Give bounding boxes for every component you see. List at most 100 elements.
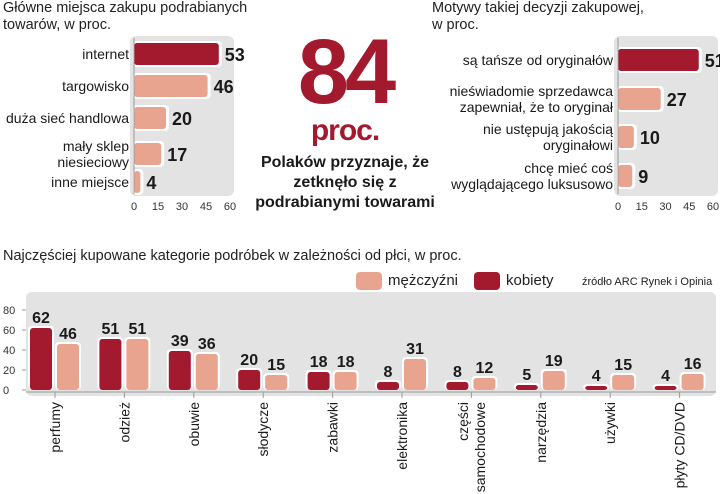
gender-tick-label: 0 — [3, 385, 9, 397]
men-bar — [265, 375, 288, 390]
men-bar — [473, 378, 496, 390]
headline-caption: Polaków przyznaje, że zetknęło się z pod… — [244, 153, 446, 213]
places-category-label: mały sklep — [63, 138, 129, 154]
men-bar — [57, 344, 79, 390]
places-tick-label: 45 — [200, 201, 212, 213]
motives-category-label: nie ustępują jakością — [483, 121, 613, 137]
women-bar — [585, 386, 608, 390]
men-value-label: 12 — [476, 360, 494, 377]
places-value-label: 4 — [146, 173, 156, 193]
legend-label-women: kobiety — [506, 272, 554, 289]
gender-category-label: płyty CD/DVD — [672, 402, 688, 488]
men-bar — [195, 354, 218, 390]
places-value-label: 17 — [167, 145, 187, 165]
gender-category-label: odzież — [116, 402, 132, 442]
gender-category-label: obuwie — [186, 402, 202, 447]
motives-bar — [618, 88, 661, 110]
gender-category-label: zabawki — [325, 402, 341, 453]
women-value-label: 8 — [453, 364, 462, 381]
women-bar — [307, 372, 330, 390]
places-tick-label: 15 — [152, 201, 164, 213]
men-value-label: 51 — [129, 321, 147, 338]
motives-category-label: są tańsze od oryginałów — [463, 52, 614, 68]
places-tick-label: 30 — [176, 201, 188, 213]
gender-category-label: perfumy — [47, 402, 63, 453]
legend-swatch-men — [356, 272, 382, 290]
men-value-label: 19 — [545, 353, 563, 370]
places-value-label: 20 — [172, 109, 192, 129]
motives-category-label: wyglądającego luksusowo — [450, 176, 613, 192]
women-value-label: 62 — [32, 310, 50, 327]
legend-swatch-women — [474, 272, 500, 290]
men-bar — [681, 374, 704, 390]
motives-panel — [614, 36, 718, 196]
places-tick-label: 0 — [131, 201, 137, 213]
bottom-chart-title: Najczęściej kupowane kategorie podróbek … — [3, 248, 462, 264]
motives-category-label: nieświadomie sprzedawca — [450, 83, 614, 99]
places-bar — [134, 143, 162, 165]
women-value-label: 4 — [661, 368, 670, 385]
women-bar — [515, 385, 538, 390]
motives-bar-chart: 51 są tańsze od oryginałów 27 nieświadomie … — [450, 36, 720, 213]
places-category-label: internet — [82, 46, 129, 62]
women-value-label: 18 — [310, 354, 328, 371]
headline-caption-line1: Polaków przyznaje, że — [260, 154, 430, 171]
men-bar — [612, 375, 635, 390]
gender-tick-label: 40 — [3, 345, 15, 357]
places-value-label: 53 — [225, 45, 245, 65]
gender-category-label: samochodowe — [472, 402, 488, 492]
places-category-label: niesieciowy — [57, 154, 129, 170]
men-value-label: 15 — [267, 357, 285, 374]
motives-tick-label: 45 — [683, 201, 695, 213]
places-category-label: duża sieć handlowa — [6, 110, 129, 126]
women-bar — [446, 382, 469, 390]
men-bar — [126, 339, 149, 390]
headline-caption-line3: podrabianymi towarami — [255, 194, 435, 211]
women-bar — [377, 382, 399, 390]
men-value-label: 36 — [198, 336, 216, 353]
headline-caption-line2: zetknęło się z — [293, 174, 397, 191]
places-bar — [134, 107, 166, 129]
gender-tick-label: 80 — [3, 305, 15, 317]
men-value-label: 18 — [337, 354, 355, 371]
source-note: źródło ARC Rynek i Opinia — [582, 276, 713, 288]
motives-category-label: chcę mieć coś — [524, 160, 613, 176]
women-value-label: 51 — [102, 321, 120, 338]
women-bar — [168, 351, 191, 390]
gender-category-label: elektronika — [394, 402, 410, 470]
right-chart-title: Motywy takiej decyzji zakupowej, w proc. — [432, 0, 644, 34]
legend-label-men: mężczyźni — [388, 272, 459, 289]
headline-unit: proc. — [310, 114, 380, 147]
women-value-label: 8 — [384, 364, 393, 381]
motives-value-label: 51 — [705, 51, 720, 71]
motives-tick-label: 60 — [707, 201, 719, 213]
gender-category-label: części — [455, 402, 471, 441]
motives-category-label: zapewniał, że to oryginał — [460, 99, 614, 115]
right-chart-title-line2: w proc. — [432, 17, 479, 33]
women-bar — [30, 328, 52, 390]
places-bar-chart: 53 internet 46 targowisko 20 duża sieć handlo… — [6, 36, 245, 213]
gender-category-label: narzędzia — [533, 402, 549, 463]
women-value-label: 4 — [592, 368, 601, 385]
left-chart-title-line1: Główne miejsca zakupu podrabianych — [3, 0, 248, 16]
places-bar — [134, 171, 141, 193]
motives-bar — [618, 165, 633, 187]
motives-bar — [618, 49, 699, 71]
women-value-label: 5 — [522, 367, 531, 384]
men-bar — [404, 359, 426, 390]
motives-tick-label: 0 — [615, 201, 621, 213]
women-bar — [238, 370, 261, 390]
left-chart-title: Główne miejsca zakupu podrabianych towar… — [3, 0, 247, 34]
men-value-label: 15 — [614, 357, 632, 374]
places-bar — [134, 43, 219, 65]
places-bar — [134, 75, 208, 97]
men-value-label: 31 — [406, 341, 424, 358]
places-tick-label: 60 — [224, 201, 236, 213]
headline-number: 84 — [297, 21, 396, 123]
men-bar — [542, 371, 565, 390]
gender-category-label: używki — [602, 402, 618, 444]
motives-value-label: 27 — [667, 90, 687, 110]
places-category-label: inne miejsce — [51, 174, 129, 190]
right-chart-title-line1: Motywy takiej decyzji zakupowej, — [432, 0, 644, 16]
motives-bar — [618, 126, 634, 148]
